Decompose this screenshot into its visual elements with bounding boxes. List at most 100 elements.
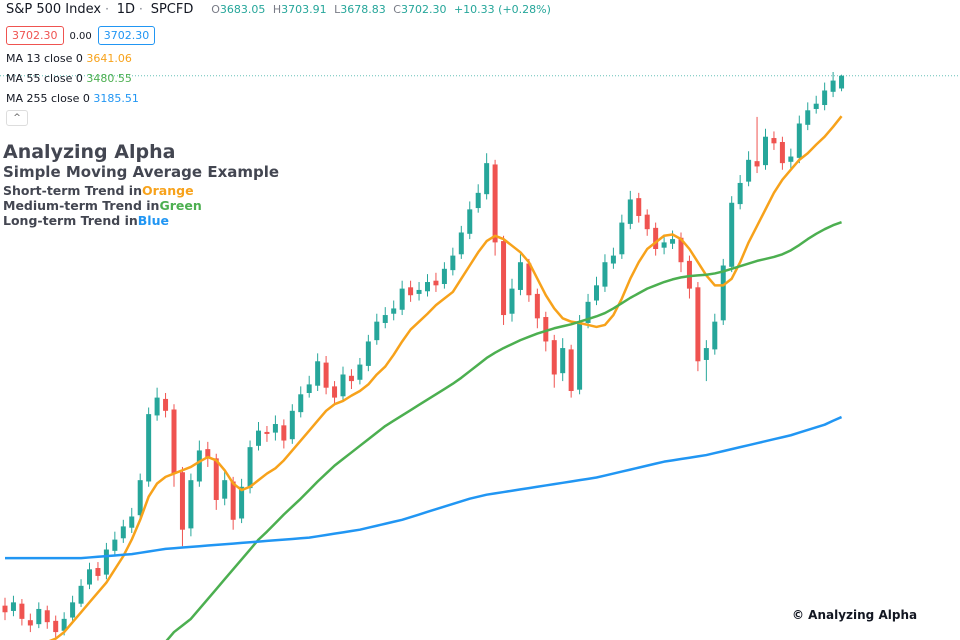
candle-body	[146, 414, 152, 482]
low: 3678.83	[340, 3, 386, 16]
ma-legend: MA 255 close 0 3185.51	[6, 92, 139, 105]
candle-body	[763, 136, 768, 166]
candle-body	[298, 394, 304, 413]
candle-body	[509, 288, 515, 314]
candle-body	[239, 486, 245, 519]
candle-body	[467, 209, 473, 234]
interval[interactable]: 1D	[116, 2, 136, 17]
candle-body	[289, 410, 295, 440]
candle-body	[729, 202, 735, 267]
copyright: © Analyzing Alpha	[792, 608, 918, 622]
annotation-text: Short-term Trend in	[3, 183, 142, 198]
candle-body	[720, 265, 726, 321]
candle-body	[585, 301, 591, 323]
candle-body	[256, 430, 261, 446]
candle-body	[484, 163, 490, 195]
candle-body	[399, 288, 405, 310]
candle-body	[27, 620, 33, 626]
candle-body	[433, 280, 439, 286]
candle-body	[374, 321, 380, 341]
annotation-text: Long-term Trend in	[3, 213, 138, 228]
candle-body	[230, 481, 236, 520]
buy-badge[interactable]: 3702.30	[97, 26, 156, 45]
candle-body	[475, 192, 481, 209]
candle-body	[306, 384, 312, 393]
candle-body	[323, 362, 329, 388]
candle-body	[551, 340, 557, 375]
header: S&P 500 Index · 1D · SPCFD O3683.05 H3703.…	[6, 2, 551, 17]
annotation-lines: Short-term Trend inOrange Medium-term Tre…	[3, 183, 202, 228]
candle-body	[129, 516, 135, 528]
close: 3702.30	[400, 3, 447, 16]
candle-body	[120, 526, 126, 539]
candle-body	[315, 361, 321, 386]
annotation-line: Medium-term Trend inGreen	[3, 198, 202, 213]
candle-body	[534, 293, 540, 319]
candle-body	[695, 287, 701, 362]
candle-body	[264, 431, 270, 434]
candle-body	[670, 239, 676, 244]
candle-body	[636, 198, 642, 216]
candle-body	[2, 605, 8, 613]
candle-body	[213, 458, 219, 500]
candle-body	[822, 90, 828, 106]
candle-body	[179, 472, 185, 530]
candle-body	[188, 480, 194, 529]
candle-body	[458, 232, 464, 255]
candle-body	[247, 447, 253, 489]
candle-body	[594, 285, 599, 301]
candle-body	[340, 374, 346, 397]
annotation-line: Short-term Trend inOrange	[3, 183, 202, 198]
candle-body	[610, 255, 616, 264]
change: +10.33 (+0.28%)	[453, 3, 551, 16]
o-letter: O	[211, 3, 220, 16]
candle-body	[382, 315, 388, 323]
collapse-button[interactable]: ^	[6, 110, 28, 126]
candle-body	[205, 449, 211, 458]
annotation-subtitle: Simple Moving Average Example	[3, 163, 280, 181]
candle-body	[391, 308, 397, 314]
candle-body	[19, 603, 25, 619]
candle-body	[357, 364, 363, 380]
candle-body	[416, 289, 422, 294]
ma-line	[165, 221, 842, 640]
symbol[interactable]: S&P 500 Index	[6, 2, 102, 17]
ma-name: MA 255 close 0	[6, 92, 90, 105]
candle-body	[830, 80, 836, 92]
candle-body	[36, 608, 42, 625]
ma-name: MA 13 close 0	[6, 52, 83, 65]
ma-name: MA 55 close 0	[6, 72, 83, 85]
candle-body	[348, 375, 354, 382]
candle-body	[196, 450, 202, 482]
candle-body	[171, 409, 177, 474]
candle-body	[560, 348, 566, 374]
annotation-highlight: Blue	[137, 213, 169, 228]
candle-body	[272, 424, 278, 433]
spread: 0.00	[69, 31, 92, 42]
ma-line	[48, 115, 843, 640]
candle-body	[678, 237, 684, 263]
candle-body	[450, 255, 456, 271]
candle-body	[441, 268, 447, 285]
candle-body	[661, 242, 667, 248]
candle-body	[70, 602, 76, 618]
candle-body	[644, 214, 650, 230]
candle-body	[87, 569, 92, 585]
candle-body	[796, 123, 802, 158]
open: 3683.05	[219, 3, 266, 16]
ma-value: 3185.51	[93, 92, 139, 105]
candle-body	[10, 602, 16, 611]
candle-body	[754, 161, 760, 167]
badges: 3702.30 0.00 3702.30	[6, 24, 161, 45]
l-letter: L	[334, 3, 341, 16]
annotation-highlight: Green	[159, 198, 202, 213]
candle-body	[813, 103, 819, 109]
candle-body	[577, 321, 583, 390]
candle-body	[619, 222, 625, 255]
candle-body	[737, 182, 743, 205]
candle-body	[653, 227, 659, 249]
sell-badge[interactable]: 3702.30	[6, 26, 64, 45]
candle-body	[492, 164, 498, 243]
candle-body	[95, 568, 101, 576]
